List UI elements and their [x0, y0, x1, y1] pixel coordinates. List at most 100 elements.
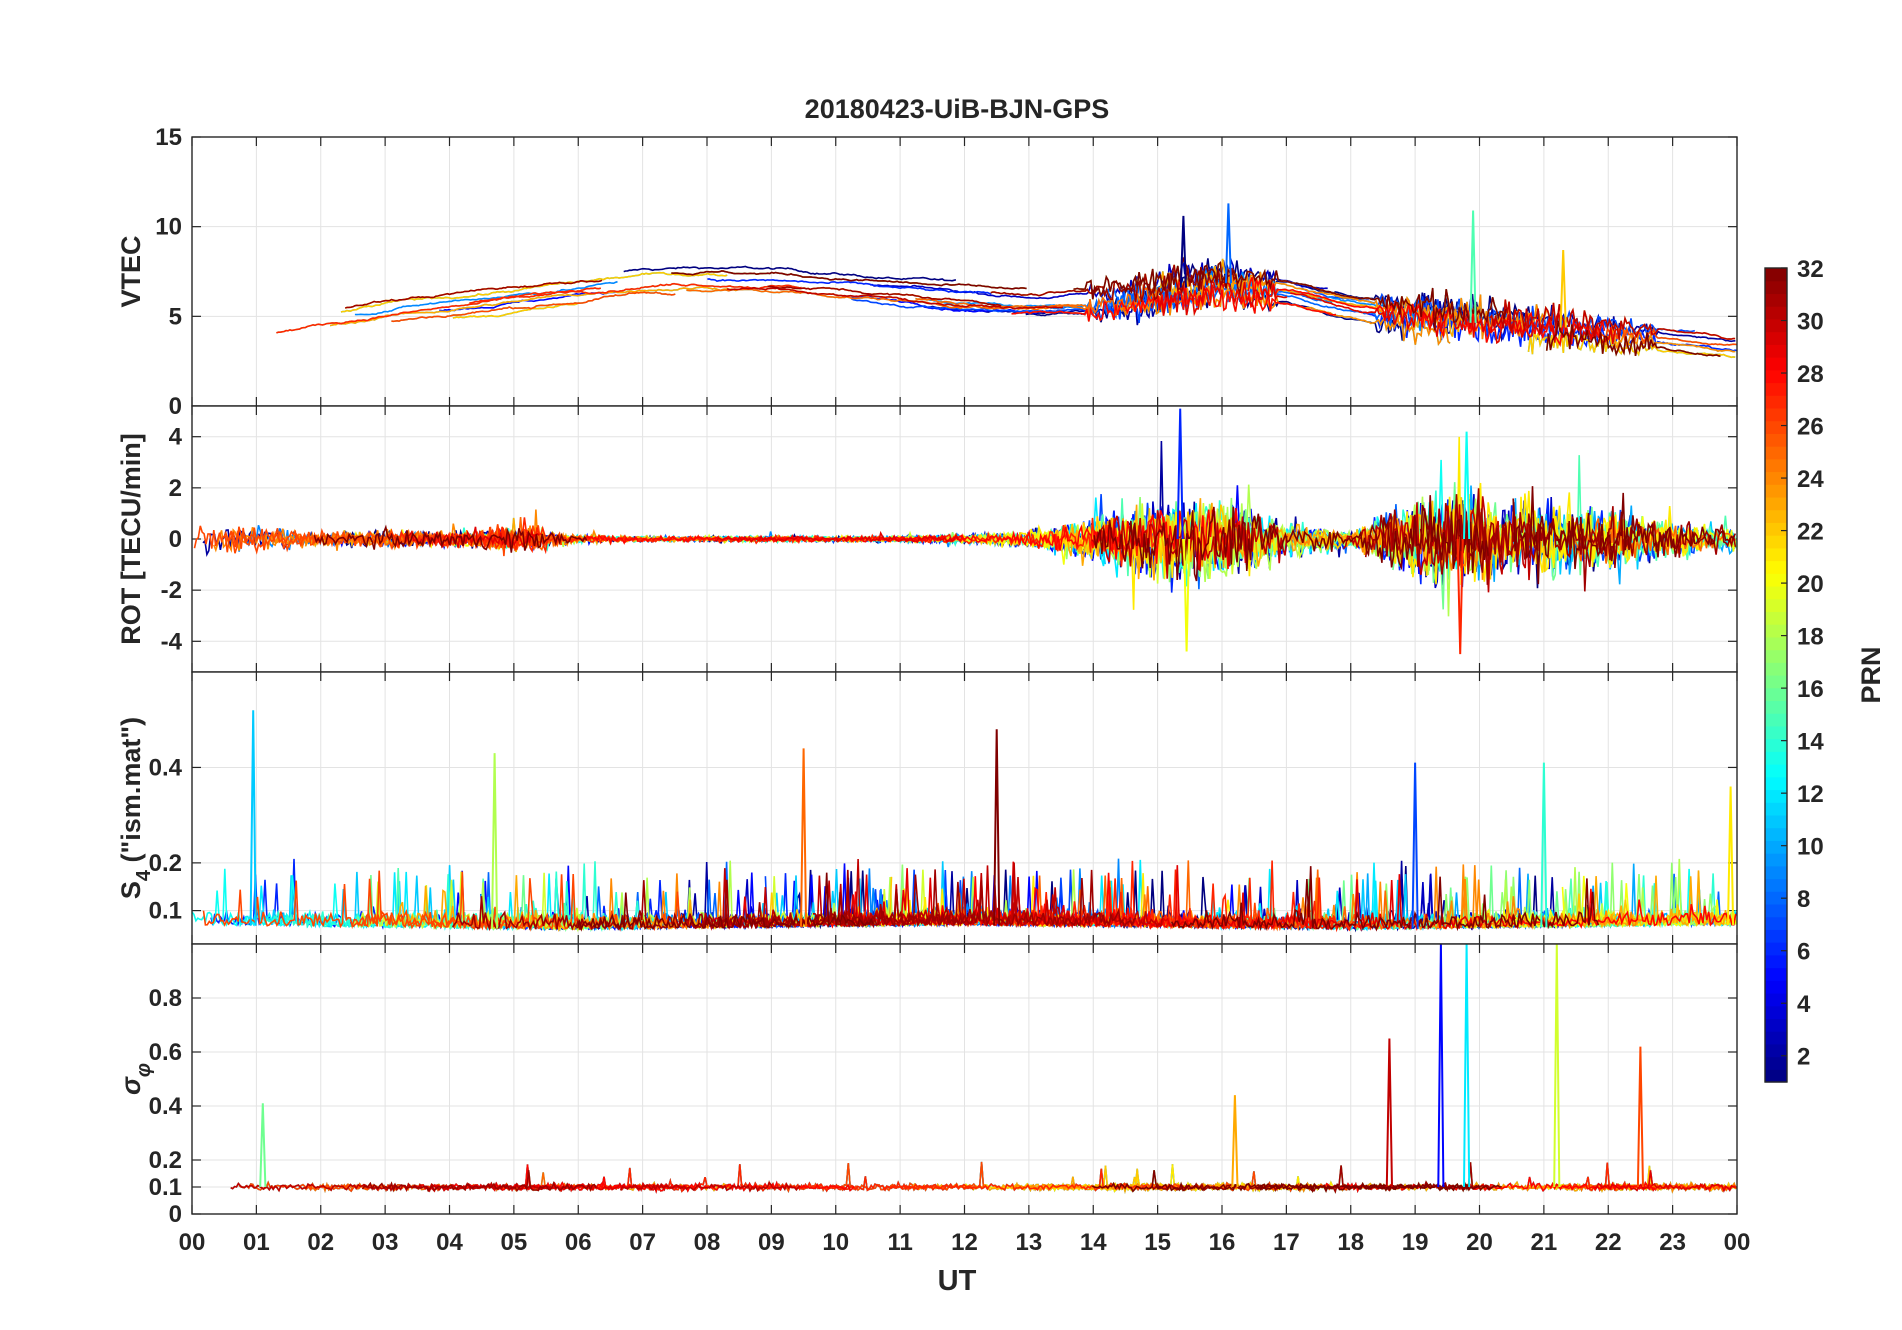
x-tick-label: 05: [501, 1229, 528, 1256]
colorbar-segment: [1765, 268, 1787, 282]
colorbar-segment: [1765, 700, 1787, 714]
colorbar-segment: [1765, 458, 1787, 473]
panel-vtec: 0 5 10 15 VTEC: [116, 124, 1738, 420]
peak-trace: [1183, 538, 1191, 652]
trace-prn-27: [469, 282, 802, 304]
colorbar-segment: [1765, 280, 1787, 295]
colorbar-segment: [1765, 331, 1787, 345]
colorbar-tick-label: 32: [1797, 256, 1824, 283]
colorbar-tick-label: 20: [1797, 571, 1824, 598]
x-tick-label: 03: [372, 1229, 399, 1256]
x-tick-label: 08: [694, 1229, 721, 1256]
chart-title: 20180423-UiB-BJN-GPS: [805, 94, 1110, 124]
y-tick-label: 0: [169, 526, 182, 553]
trace-prn-32: [1512, 486, 1737, 585]
y-axis-label-sub: 4: [133, 869, 155, 881]
colorbar-tick-label: 22: [1797, 519, 1824, 546]
peak-trace: [1456, 538, 1464, 655]
trace-prn-30: [230, 1181, 552, 1193]
colorbar-tick-label: 6: [1797, 939, 1810, 966]
series-traces: [192, 710, 1737, 933]
colorbar-segment: [1765, 1005, 1787, 1020]
colorbar-segment: [1765, 840, 1787, 854]
x-tick-label: 17: [1273, 1229, 1300, 1256]
trace-prn-32: [1545, 320, 1721, 357]
trace-prn-27: [1562, 1162, 1737, 1193]
panel-sigma_phi: 00.10.2 0.4 0.6 0.8 σφ: [116, 943, 1738, 1228]
trace-prn-28: [1462, 311, 1606, 347]
colorbar-segment: [1765, 802, 1787, 816]
colorbar-segment: [1765, 598, 1787, 613]
x-tick-label: 14: [1080, 1229, 1107, 1256]
peak-trace: [993, 729, 1001, 926]
trace-prn-31: [813, 869, 976, 928]
x-tick-label: 20: [1466, 1229, 1493, 1256]
colorbar-segment: [1765, 776, 1787, 791]
trace-prn-31: [767, 285, 1002, 307]
colorbar-segment: [1765, 1043, 1787, 1058]
colorbar-segment: [1765, 980, 1787, 994]
trace-prn-22: [452, 302, 581, 319]
colorbar-segment: [1765, 725, 1787, 740]
colorbar-segment: [1765, 624, 1787, 638]
peak-trace: [1224, 203, 1232, 284]
x-axis-label: UT: [938, 1265, 977, 1297]
y-axis-label: ROT [TECU/min]: [116, 433, 146, 644]
colorbar-tick-label: 2: [1797, 1044, 1810, 1071]
colorbar-segment: [1765, 306, 1787, 320]
colorbar-segment: [1765, 929, 1787, 943]
colorbar-segment: [1765, 382, 1787, 396]
y-tick-label: 2: [169, 475, 182, 502]
colorbar-segment: [1765, 636, 1787, 651]
colorbar-segment: [1765, 535, 1787, 549]
y-tick-label: 0.2: [149, 1147, 182, 1174]
y-tick-label: 5: [169, 303, 182, 330]
panel-s4: 0.10.20.4S4 ("ism.mat"): [116, 671, 1738, 945]
colorbar-segment: [1765, 687, 1787, 702]
peak-trace: [1463, 944, 1471, 1188]
colorbar-segment: [1765, 814, 1787, 829]
colorbar-segment: [1765, 992, 1787, 1007]
y-tick-label: 0.6: [149, 1039, 182, 1066]
colorbar-tick-label: 16: [1797, 676, 1824, 703]
series-traces: [276, 203, 1737, 359]
trace-prn-32: [1073, 256, 1507, 331]
x-tick-label: 21: [1531, 1229, 1558, 1256]
colorbar-segment: [1765, 827, 1787, 841]
trace-prn-1: [623, 265, 957, 282]
colorbar-segment: [1765, 585, 1787, 600]
x-tick-label: 16: [1209, 1229, 1236, 1256]
colorbar-segment: [1765, 471, 1787, 485]
colorbar-tick-label: 4: [1797, 991, 1811, 1018]
peak-trace: [1469, 210, 1477, 323]
colorbar-segment: [1765, 891, 1787, 905]
y-axis-label-main: S: [116, 881, 146, 899]
colorbar-segment: [1765, 662, 1787, 676]
colorbar-segment: [1765, 713, 1787, 727]
y-tick-label: 0: [169, 1201, 182, 1228]
colorbar-segment: [1765, 1018, 1787, 1032]
peak-trace: [249, 710, 257, 926]
colorbar-segment: [1765, 357, 1787, 371]
colorbar-label: PRN: [1856, 646, 1886, 703]
colorbar-segment: [1765, 573, 1787, 587]
colorbar-segment: [1765, 649, 1787, 663]
trace-prn-30: [1489, 299, 1736, 340]
trace-prn-32: [576, 872, 874, 932]
y-axis-label-main: σ: [116, 1076, 146, 1095]
trace-prn-32: [671, 270, 1027, 290]
x-tick-label: 07: [629, 1229, 656, 1256]
colorbar-segment: [1765, 738, 1787, 752]
colorbar-segment: [1765, 751, 1787, 765]
colorbar-segment: [1765, 509, 1787, 523]
colorbar-segment: [1765, 369, 1787, 384]
colorbar-segment: [1765, 1031, 1787, 1045]
colorbar-segment: [1765, 547, 1787, 562]
trace-prn-32: [1170, 866, 1600, 932]
peak-trace: [1727, 786, 1735, 926]
peak-trace: [1559, 249, 1567, 328]
x-tick-label: 09: [758, 1229, 785, 1256]
trace-prn-31: [1364, 494, 1637, 585]
